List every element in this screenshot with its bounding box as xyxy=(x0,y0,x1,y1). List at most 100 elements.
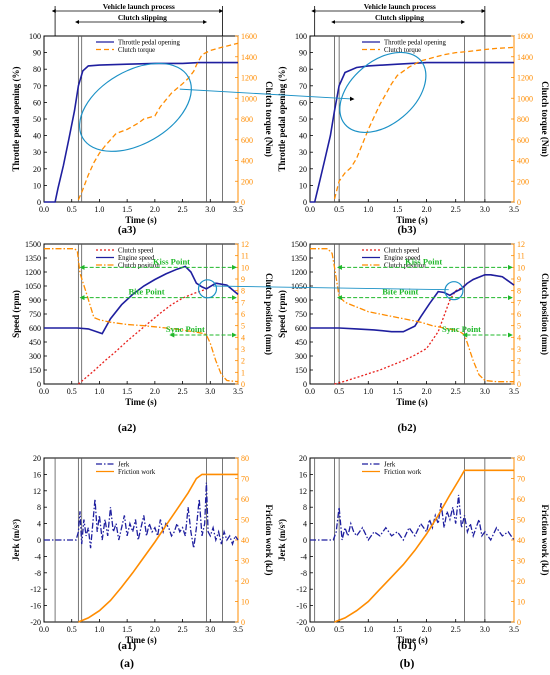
y2-tick-label: 1200 xyxy=(241,74,257,83)
y-tick-label: 8 xyxy=(37,503,41,512)
y2-tick-label: 800 xyxy=(517,115,529,124)
y-tick-label: 0 xyxy=(37,536,41,545)
y-tick-label: 80 xyxy=(33,65,41,74)
y-tick-label: 900 xyxy=(295,296,307,305)
x-tick-label: 2.5 xyxy=(451,625,461,634)
x-tick-label: 0.0 xyxy=(39,387,49,396)
x-tick-label: 0.5 xyxy=(334,625,344,634)
x-tick-label: 3.5 xyxy=(233,387,243,396)
y2-axis-label: Friction work (kJ) xyxy=(264,505,274,576)
y-tick-label: 0 xyxy=(303,198,307,207)
y-tick-label: 90 xyxy=(33,49,41,58)
y-tick-label: 1350 xyxy=(291,254,307,263)
x-tick-label: 1.0 xyxy=(363,205,373,214)
y-tick-label: 1200 xyxy=(291,268,307,277)
x-tick-label: 1.0 xyxy=(94,625,104,634)
y2-tick-label: 1600 xyxy=(241,32,257,41)
y2-tick-label: 800 xyxy=(241,115,253,124)
x-tick-label: 1.5 xyxy=(122,205,132,214)
panel-label-b2: (b2) xyxy=(398,422,417,434)
y-tick-label: 20 xyxy=(299,165,307,174)
y2-tick-label: 11 xyxy=(241,252,249,261)
y-tick-label: 100 xyxy=(295,32,307,41)
y-axis-label: Jerk (m/s³) xyxy=(11,519,21,561)
y2-tick-label: 9 xyxy=(241,275,245,284)
y2-tick-label: 10 xyxy=(241,598,249,607)
y2-tick-label: 70 xyxy=(241,475,249,484)
legend-entry: Friction work xyxy=(118,469,156,476)
plot-frame xyxy=(43,457,239,623)
panel-label-a1: (a1) xyxy=(118,640,137,652)
x-tick-label: 3.0 xyxy=(480,625,490,634)
chart-a1: 0.0 0.5 1.0 1.5 2.0 2.5 3.0 3.5 Time (s) -20 -16 -1… xyxy=(11,454,274,645)
y2-tick-label: 10 xyxy=(517,263,525,272)
point-label: Kiss Point xyxy=(405,256,442,266)
y-tick-label: -20 xyxy=(296,618,307,627)
series-clutch-torque xyxy=(333,46,515,200)
x-tick-label: 0.5 xyxy=(67,625,77,634)
y2-tick-label: 3 xyxy=(241,345,245,354)
x-tick-label: 1.5 xyxy=(392,625,402,634)
y2-tick-label: 20 xyxy=(241,577,249,586)
y-tick-label: 1500 xyxy=(25,240,41,249)
x-tick-label: 1.0 xyxy=(363,625,373,634)
x-axis-label: Time (s) xyxy=(396,397,428,407)
y2-tick-label: 12 xyxy=(517,240,525,249)
y-tick-label: 12 xyxy=(33,487,41,496)
y-tick-label: 150 xyxy=(29,366,41,375)
highlight-ellipse xyxy=(78,62,192,152)
x-axis-label: Time (s) xyxy=(125,635,157,645)
y-tick-label: 750 xyxy=(295,310,307,319)
legend-entry: Clutch speed xyxy=(118,248,154,255)
x-tick-label: 1.5 xyxy=(392,387,402,396)
legend-entry: Clutch torque xyxy=(384,47,421,54)
x-tick-label: 0.5 xyxy=(334,205,344,214)
y2-tick-label: 2 xyxy=(517,357,521,366)
series-clutch-position xyxy=(310,248,514,383)
y2-tick-label: 0 xyxy=(241,380,245,389)
y-tick-label: 16 xyxy=(299,470,307,479)
point-label: Sync Point xyxy=(442,324,481,334)
y2-tick-label: 1 xyxy=(517,368,521,377)
y-tick-label: -12 xyxy=(296,585,307,594)
x-tick-label: 0.5 xyxy=(67,387,77,396)
x-tick-label: 3.0 xyxy=(205,205,215,214)
y-tick-label: 600 xyxy=(29,324,41,333)
y2-tick-label: 10 xyxy=(517,598,525,607)
y2-tick-label: 50 xyxy=(517,516,525,525)
panel-label-a3: (a3) xyxy=(118,224,137,236)
y2-tick-label: 70 xyxy=(517,475,525,484)
legend-entry: Clutch torque xyxy=(118,47,155,54)
y-tick-label: 4 xyxy=(303,520,307,529)
series-throttle-pedal-opening xyxy=(44,61,238,203)
chart-a3: 0.0 0.5 1.0 1.5 2.0 2.5 3.0 3.5 Time (s) 0 10 20 30 4… xyxy=(11,2,274,225)
y2-tick-label: 8 xyxy=(517,287,521,296)
point-label: Bite Point xyxy=(128,287,164,297)
x-tick-label: 2.5 xyxy=(178,387,188,396)
y2-tick-label: 7 xyxy=(241,298,245,307)
y2-tick-label: 10 xyxy=(241,263,249,272)
y-tick-label: 0 xyxy=(303,536,307,545)
panel-label-b1: (b1) xyxy=(398,640,417,652)
point-label: Kiss Point xyxy=(153,256,190,266)
y-tick-label: 20 xyxy=(33,454,41,463)
y-tick-label: 70 xyxy=(299,82,307,91)
point-label: Bite Point xyxy=(382,287,418,297)
y-tick-label: 30 xyxy=(299,148,307,157)
x-tick-label: 2.5 xyxy=(451,387,461,396)
series-jerk xyxy=(44,482,239,549)
y-tick-label: 450 xyxy=(295,338,307,347)
series-clutch-torque xyxy=(77,42,239,201)
y2-tick-label: 4 xyxy=(517,333,521,342)
launch-label: Vehicle launch process xyxy=(103,2,175,11)
y-tick-label: 0 xyxy=(303,380,307,389)
series-throttle-pedal-opening xyxy=(310,61,514,203)
y2-tick-label: 6 xyxy=(517,310,521,319)
y2-tick-label: 1000 xyxy=(517,94,533,103)
series-engine-speed xyxy=(310,273,515,333)
